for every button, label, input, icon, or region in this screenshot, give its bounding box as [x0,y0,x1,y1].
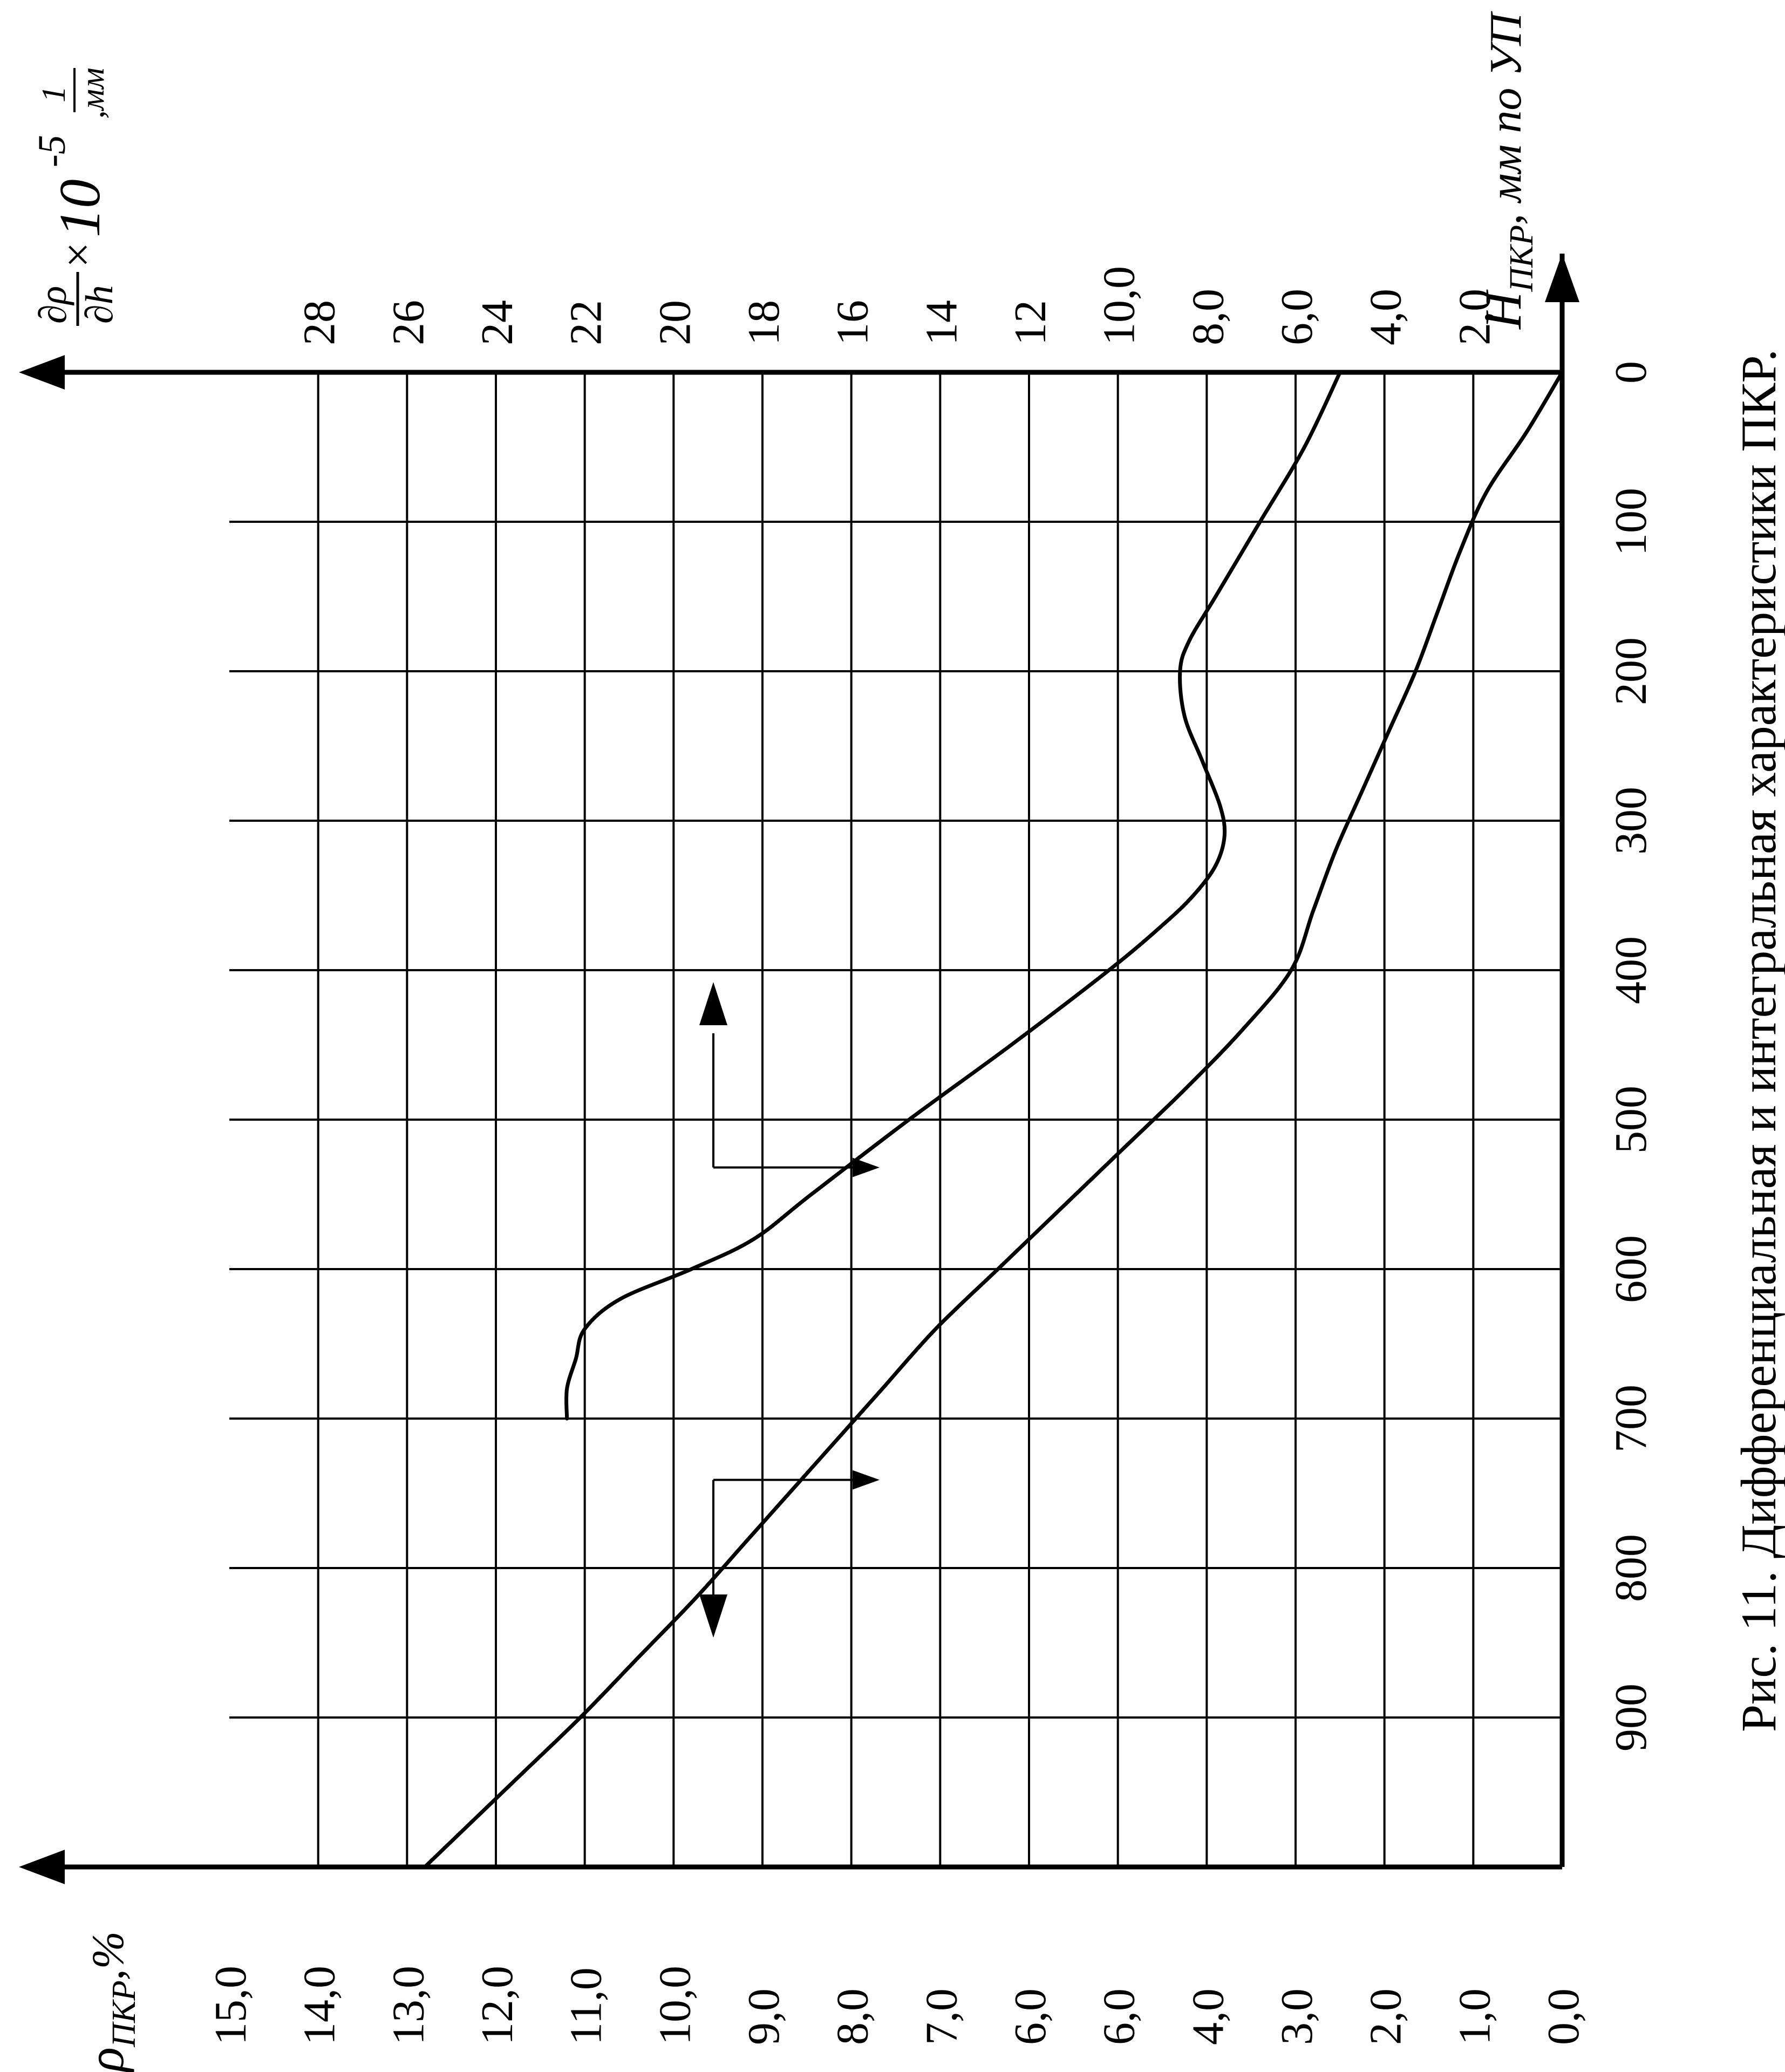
indicator-right-arrowhead-1 [853,1157,880,1177]
differential-curve [564,370,1342,1421]
right-tick-label: 22 [561,300,611,345]
left-tick-label: 2,0 [1361,1988,1411,2045]
indicator-down-arrowhead [699,1594,727,1638]
left-tick-label: 10,0 [650,1966,700,2045]
h-tick-label: 600 [1606,1235,1656,1303]
left-tick-label: 0,0 [1538,1988,1589,2045]
left-axis-ticks: 0,0 1,0 2,0 3,0 4,0 6,0 6,0 7,0 8,0 9,0 10,0 11,0 12… [206,1966,1589,2045]
left-value-axis-arrow [19,1850,65,1884]
axis-indicator-arrows [699,982,880,1638]
right-tick-label: 16 [828,300,878,345]
power-exponent: -5 [30,135,73,167]
left-tick-label: 14,0 [295,1966,345,2045]
right-tick-label: 24 [472,300,522,345]
unit-numerator: 1 [36,86,72,103]
right-axis-ticks: 2,0 4,0 6,0 8,0 10,0 12 14 16 18 20 22 24 26 28 [295,266,1500,345]
left-tick-label: 3,0 [1272,1988,1322,2045]
h-axis-arrow [1545,254,1579,302]
right-axis-title: ∂ρ ∂h × 10 -5 1 ,мм [30,67,121,326]
x-axis-ticks: 0 100 200 300 400 500 600 700 800 900 [1606,361,1656,1751]
left-tick-label: 15,0 [206,1966,256,2045]
h-tick-label: 400 [1606,936,1656,1004]
h-tick-label: 500 [1606,1086,1656,1154]
right-tick-label: 6,0 [1272,289,1322,345]
h-tick-label: 300 [1606,787,1656,855]
right-tick-label: 12 [1005,300,1055,345]
h-tick-label: 100 [1606,488,1656,556]
right-tick-label: 10,0 [1094,266,1144,345]
left-tick-label: 4,0 [1183,1988,1233,2045]
indicator-up-arrowhead [699,982,727,1025]
left-tick-label: 11,0 [561,1967,611,2045]
unit-denominator: ,мм [74,67,111,119]
axes [19,254,1579,1884]
left-tick-label: 1,0 [1449,1988,1500,2045]
right-tick-label: 2,0 [1449,289,1500,345]
h-tick-label: 800 [1606,1534,1656,1602]
grid-lines [229,372,1562,1867]
derivative-denominator: ∂h [78,285,121,324]
left-tick-label: 9,0 [739,1988,789,2045]
right-tick-label: 20 [650,300,700,345]
right-tick-label: 26 [383,300,433,345]
left-tick-label: 7,0 [916,1988,966,2045]
right-tick-label: 18 [739,300,789,345]
h-tick-label: 900 [1606,1684,1656,1751]
h-tick-label: 0 [1606,361,1656,384]
indicator-right-arrowhead-2 [853,1470,880,1490]
curves [423,370,1564,1869]
left-tick-label: 6,0 [1005,1988,1055,2045]
right-tick-label: 4,0 [1361,289,1411,345]
left-tick-label: 8,0 [828,1988,878,2045]
left-tick-label: 6,0 [1094,1988,1144,2045]
left-axis-title: ρПКР,% [77,1931,142,2072]
left-tick-label: 12,0 [472,1966,522,2045]
right-tick-label: 8,0 [1183,289,1233,345]
times-sign: × [53,242,103,268]
h-tick-label: 200 [1606,637,1656,705]
right-tick-label: 14 [916,300,966,345]
x-axis-title: HПКР, мм по УП [1474,11,1540,330]
derivative-numerator: ∂ρ [31,286,74,324]
power-base: 10 [48,179,112,237]
right-value-axis-arrow [19,355,65,390]
figure-caption: Рис. 11. Дифференциальная и интегральная… [1731,349,1785,1732]
right-tick-label: 28 [295,300,345,345]
h-tick-label: 700 [1606,1385,1656,1453]
integral-curve [423,370,1564,1869]
left-tick-label: 13,0 [383,1966,433,2045]
